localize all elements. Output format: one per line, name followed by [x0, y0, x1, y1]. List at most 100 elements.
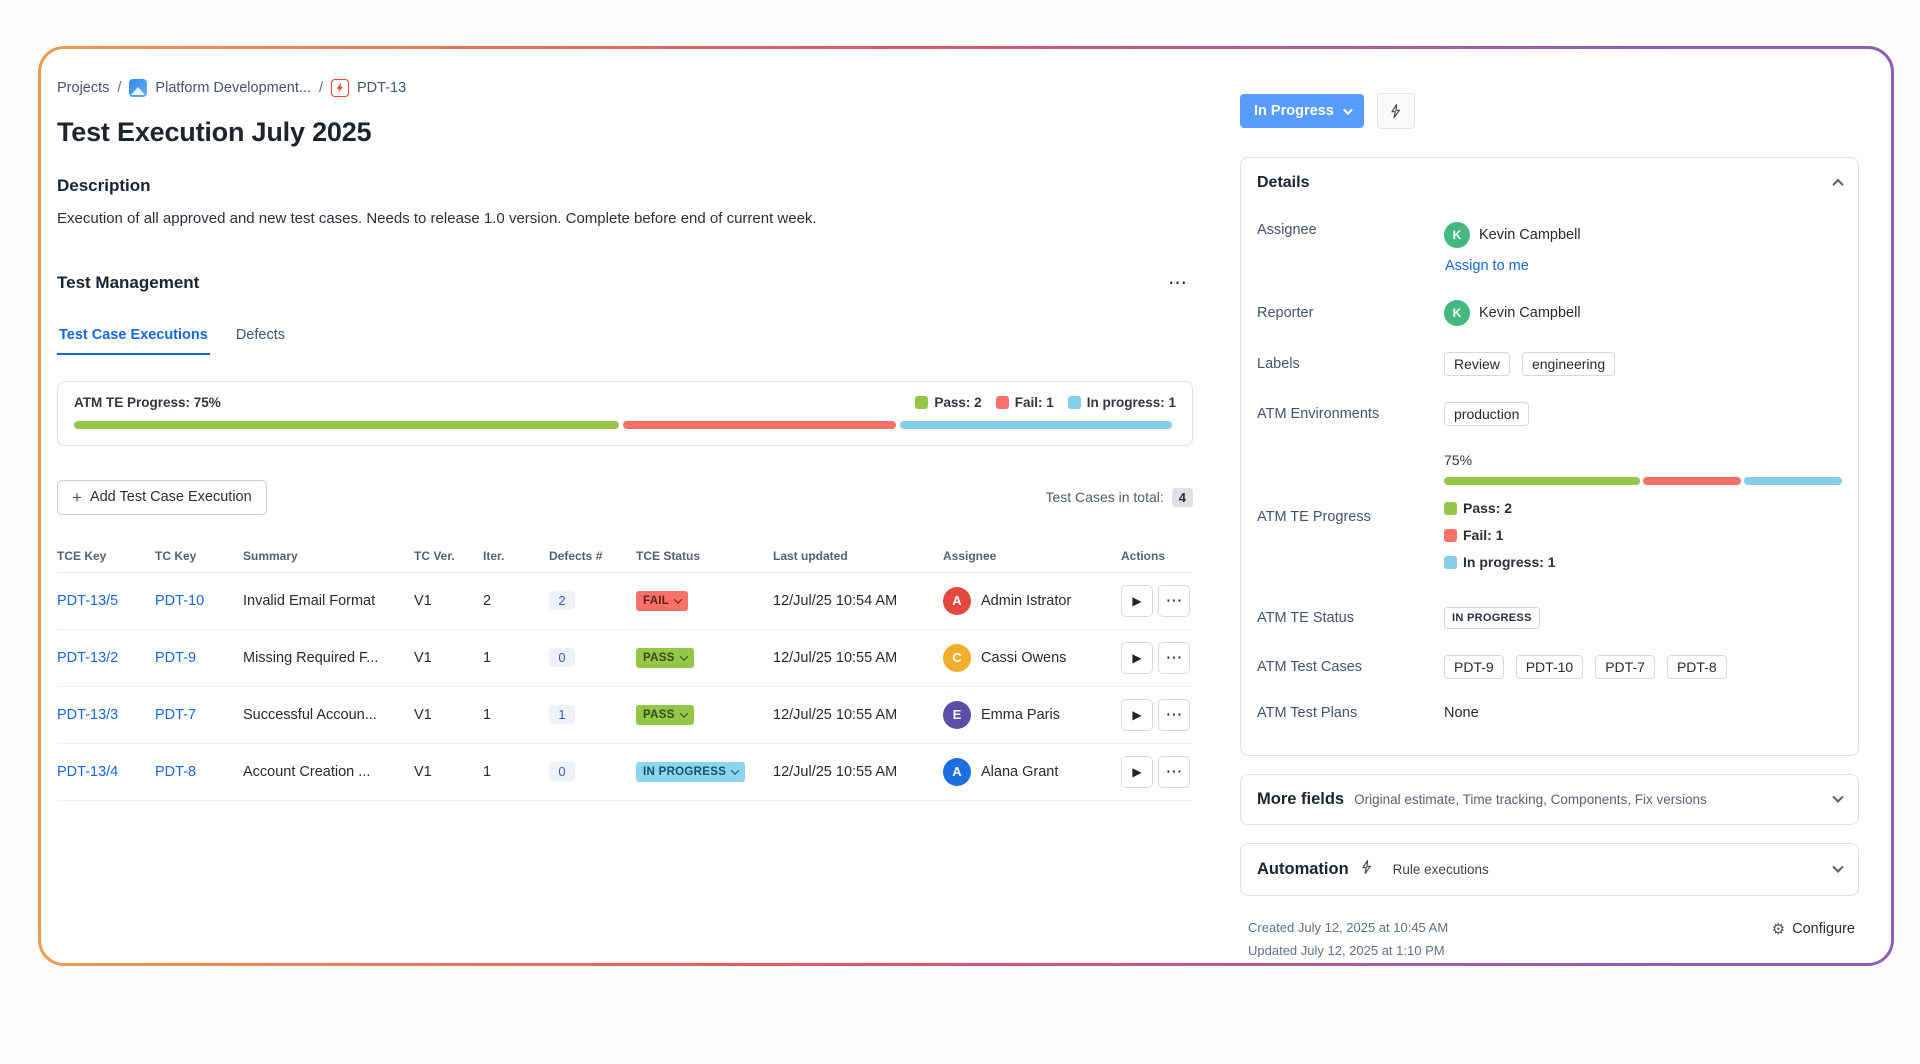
tab-test-case-executions[interactable]: Test Case Executions — [57, 323, 210, 355]
progress-percent: 75% — [1444, 452, 1473, 468]
automation-panel[interactable]: Automation Rule executions — [1240, 843, 1859, 896]
tc-key-link[interactable]: PDT-8 — [155, 763, 197, 780]
field-label: Labels — [1257, 356, 1300, 372]
legend-fail: Fail: 1 — [1444, 527, 1842, 543]
last-updated-cell: 12/Jul/25 10:55 AM — [773, 763, 898, 780]
play-button[interactable]: ▶ — [1121, 584, 1153, 617]
tc-key-link[interactable]: PDT-9 — [155, 649, 197, 666]
tce-key-link[interactable]: PDT-13/5 — [57, 592, 119, 609]
test-case-tag[interactable]: PDT-8 — [1666, 655, 1727, 679]
col-actions: Actions — [1121, 549, 1166, 564]
label-tag[interactable]: engineering — [1521, 352, 1616, 376]
test-management-header: Test Management ⋯ — [57, 270, 1193, 297]
tce-status-dropdown[interactable]: IN PROGRESS — [636, 761, 746, 782]
project-avatar-icon — [129, 79, 148, 97]
description-text[interactable]: Execution of all approved and new test c… — [57, 210, 817, 227]
side-column: In Progress Details Assignee K Kevin Cam — [1240, 79, 1859, 958]
col-iter: Iter. — [483, 549, 505, 564]
play-button[interactable]: ▶ — [1121, 641, 1153, 674]
chevron-down-icon — [1832, 791, 1844, 803]
tce-status-dropdown[interactable]: PASS — [636, 647, 694, 668]
atm-te-status-badge: IN PROGRESS — [1444, 607, 1540, 629]
test-management-more-button[interactable]: ⋯ — [1162, 270, 1193, 297]
assignee-name: Cassi Owens — [981, 649, 1067, 666]
te-progress-card: ATM TE Progress: 75% Pass: 2 Fail: 1 In … — [57, 380, 1193, 446]
avatar: A — [943, 586, 971, 615]
lightning-icon — [1359, 859, 1375, 880]
legend-pass: Pass: 2 — [1444, 500, 1842, 516]
defect-count-badge[interactable]: 0 — [549, 762, 575, 782]
issue-status-dropdown[interactable]: In Progress — [1240, 94, 1364, 128]
test-plans-value: None — [1444, 705, 1479, 721]
tce-key-link[interactable]: PDT-13/3 — [57, 706, 119, 723]
col-tc-key: TC Key — [155, 549, 197, 564]
chevron-down-icon — [679, 652, 688, 661]
tce-key-link[interactable]: PDT-13/2 — [57, 649, 119, 666]
field-assignee: Assignee K Kevin Campbell Assign to me — [1257, 222, 1842, 274]
tce-key-link[interactable]: PDT-13/4 — [57, 763, 119, 780]
automation-lightning-button[interactable] — [1376, 93, 1415, 129]
tc-ver-cell: V1 — [414, 763, 432, 780]
assignee-name: Alana Grant — [981, 763, 1059, 780]
row-more-button[interactable]: ⋯ — [1158, 641, 1190, 674]
fail-swatch-icon — [1444, 528, 1457, 542]
test-case-tag[interactable]: PDT-9 — [1444, 655, 1504, 679]
avatar: A — [943, 757, 971, 786]
row-more-button[interactable]: ⋯ — [1158, 584, 1190, 617]
chevron-up-icon — [1832, 178, 1844, 191]
test-execution-issue-icon — [331, 79, 349, 97]
tc-ver-cell: V1 — [414, 649, 432, 666]
tce-status-dropdown[interactable]: FAIL — [636, 590, 689, 611]
tab-defects[interactable]: Defects — [235, 326, 285, 343]
defect-count-badge[interactable]: 1 — [549, 705, 575, 725]
label-tag[interactable]: Review — [1444, 352, 1510, 376]
breadcrumb-projects-link[interactable]: Projects — [57, 80, 110, 96]
field-labels: Labels Review engineering — [1257, 352, 1842, 376]
field-label: ATM TE Status — [1257, 610, 1354, 626]
test-case-tag[interactable]: PDT-7 — [1595, 655, 1655, 679]
details-panel-header[interactable]: Details — [1257, 174, 1844, 192]
last-updated-cell: 12/Jul/25 10:55 AM — [773, 649, 898, 666]
assignee-cell: E Emma Paris — [943, 700, 1121, 729]
in-progress-swatch-icon — [1444, 555, 1457, 569]
actions-cell: ▶ ⋯ — [1121, 755, 1193, 788]
details-panel: Details Assignee K Kevin Campbell Assign… — [1240, 157, 1859, 756]
play-button[interactable]: ▶ — [1121, 755, 1153, 788]
more-fields-panel[interactable]: More fields Original estimate, Time trac… — [1240, 774, 1859, 825]
defect-count-badge[interactable]: 2 — [549, 591, 575, 611]
test-management-heading: Test Management — [57, 273, 200, 293]
row-more-button[interactable]: ⋯ — [1158, 755, 1190, 788]
configure-button[interactable]: ⚙ Configure — [1771, 920, 1855, 938]
legend-in-progress: In progress: 1 — [1444, 554, 1842, 570]
te-progress-bar — [1444, 477, 1843, 485]
te-progress-legend: Pass: 2 Fail: 1 In progress: 1 — [915, 395, 1176, 410]
row-more-button[interactable]: ⋯ — [1158, 698, 1190, 731]
breadcrumb-separator: / — [318, 80, 323, 96]
reporter-value[interactable]: K Kevin Campbell — [1444, 300, 1842, 326]
tce-status-dropdown[interactable]: PASS — [636, 704, 694, 725]
more-fields-heading: More fields — [1257, 790, 1345, 808]
breadcrumb-project-link[interactable]: Platform Development... — [155, 80, 311, 96]
assignee-cell: C Cassi Owens — [943, 643, 1121, 672]
tc-key-link[interactable]: PDT-10 — [155, 592, 205, 609]
iter-cell: 1 — [483, 649, 492, 666]
col-last-updated: Last updated — [773, 549, 848, 564]
add-test-case-execution-button[interactable]: + Add Test Case Execution — [57, 479, 267, 515]
defect-count-badge[interactable]: 0 — [549, 648, 575, 668]
assign-to-me-link[interactable]: Assign to me — [1445, 258, 1529, 274]
summary-cell: Successful Accoun... — [243, 706, 377, 723]
play-button[interactable]: ▶ — [1121, 698, 1153, 731]
environment-tag[interactable]: production — [1444, 402, 1530, 426]
col-summary: Summary — [243, 549, 298, 564]
tc-ver-cell: V1 — [414, 592, 432, 609]
breadcrumb-issue-link[interactable]: PDT-13 — [357, 80, 407, 96]
assignee-value[interactable]: K Kevin Campbell — [1444, 222, 1842, 248]
avatar: C — [943, 643, 971, 672]
legend-pass: Pass: 2 — [915, 395, 982, 410]
tc-key-link[interactable]: PDT-7 — [155, 706, 197, 723]
assignee-cell: A Alana Grant — [943, 757, 1121, 786]
progress-segment-pass — [1444, 477, 1641, 485]
field-atm-test-plans: ATM Test Plans None — [1257, 705, 1842, 721]
test-case-tag[interactable]: PDT-10 — [1515, 655, 1584, 679]
field-label: Assignee — [1257, 222, 1317, 238]
